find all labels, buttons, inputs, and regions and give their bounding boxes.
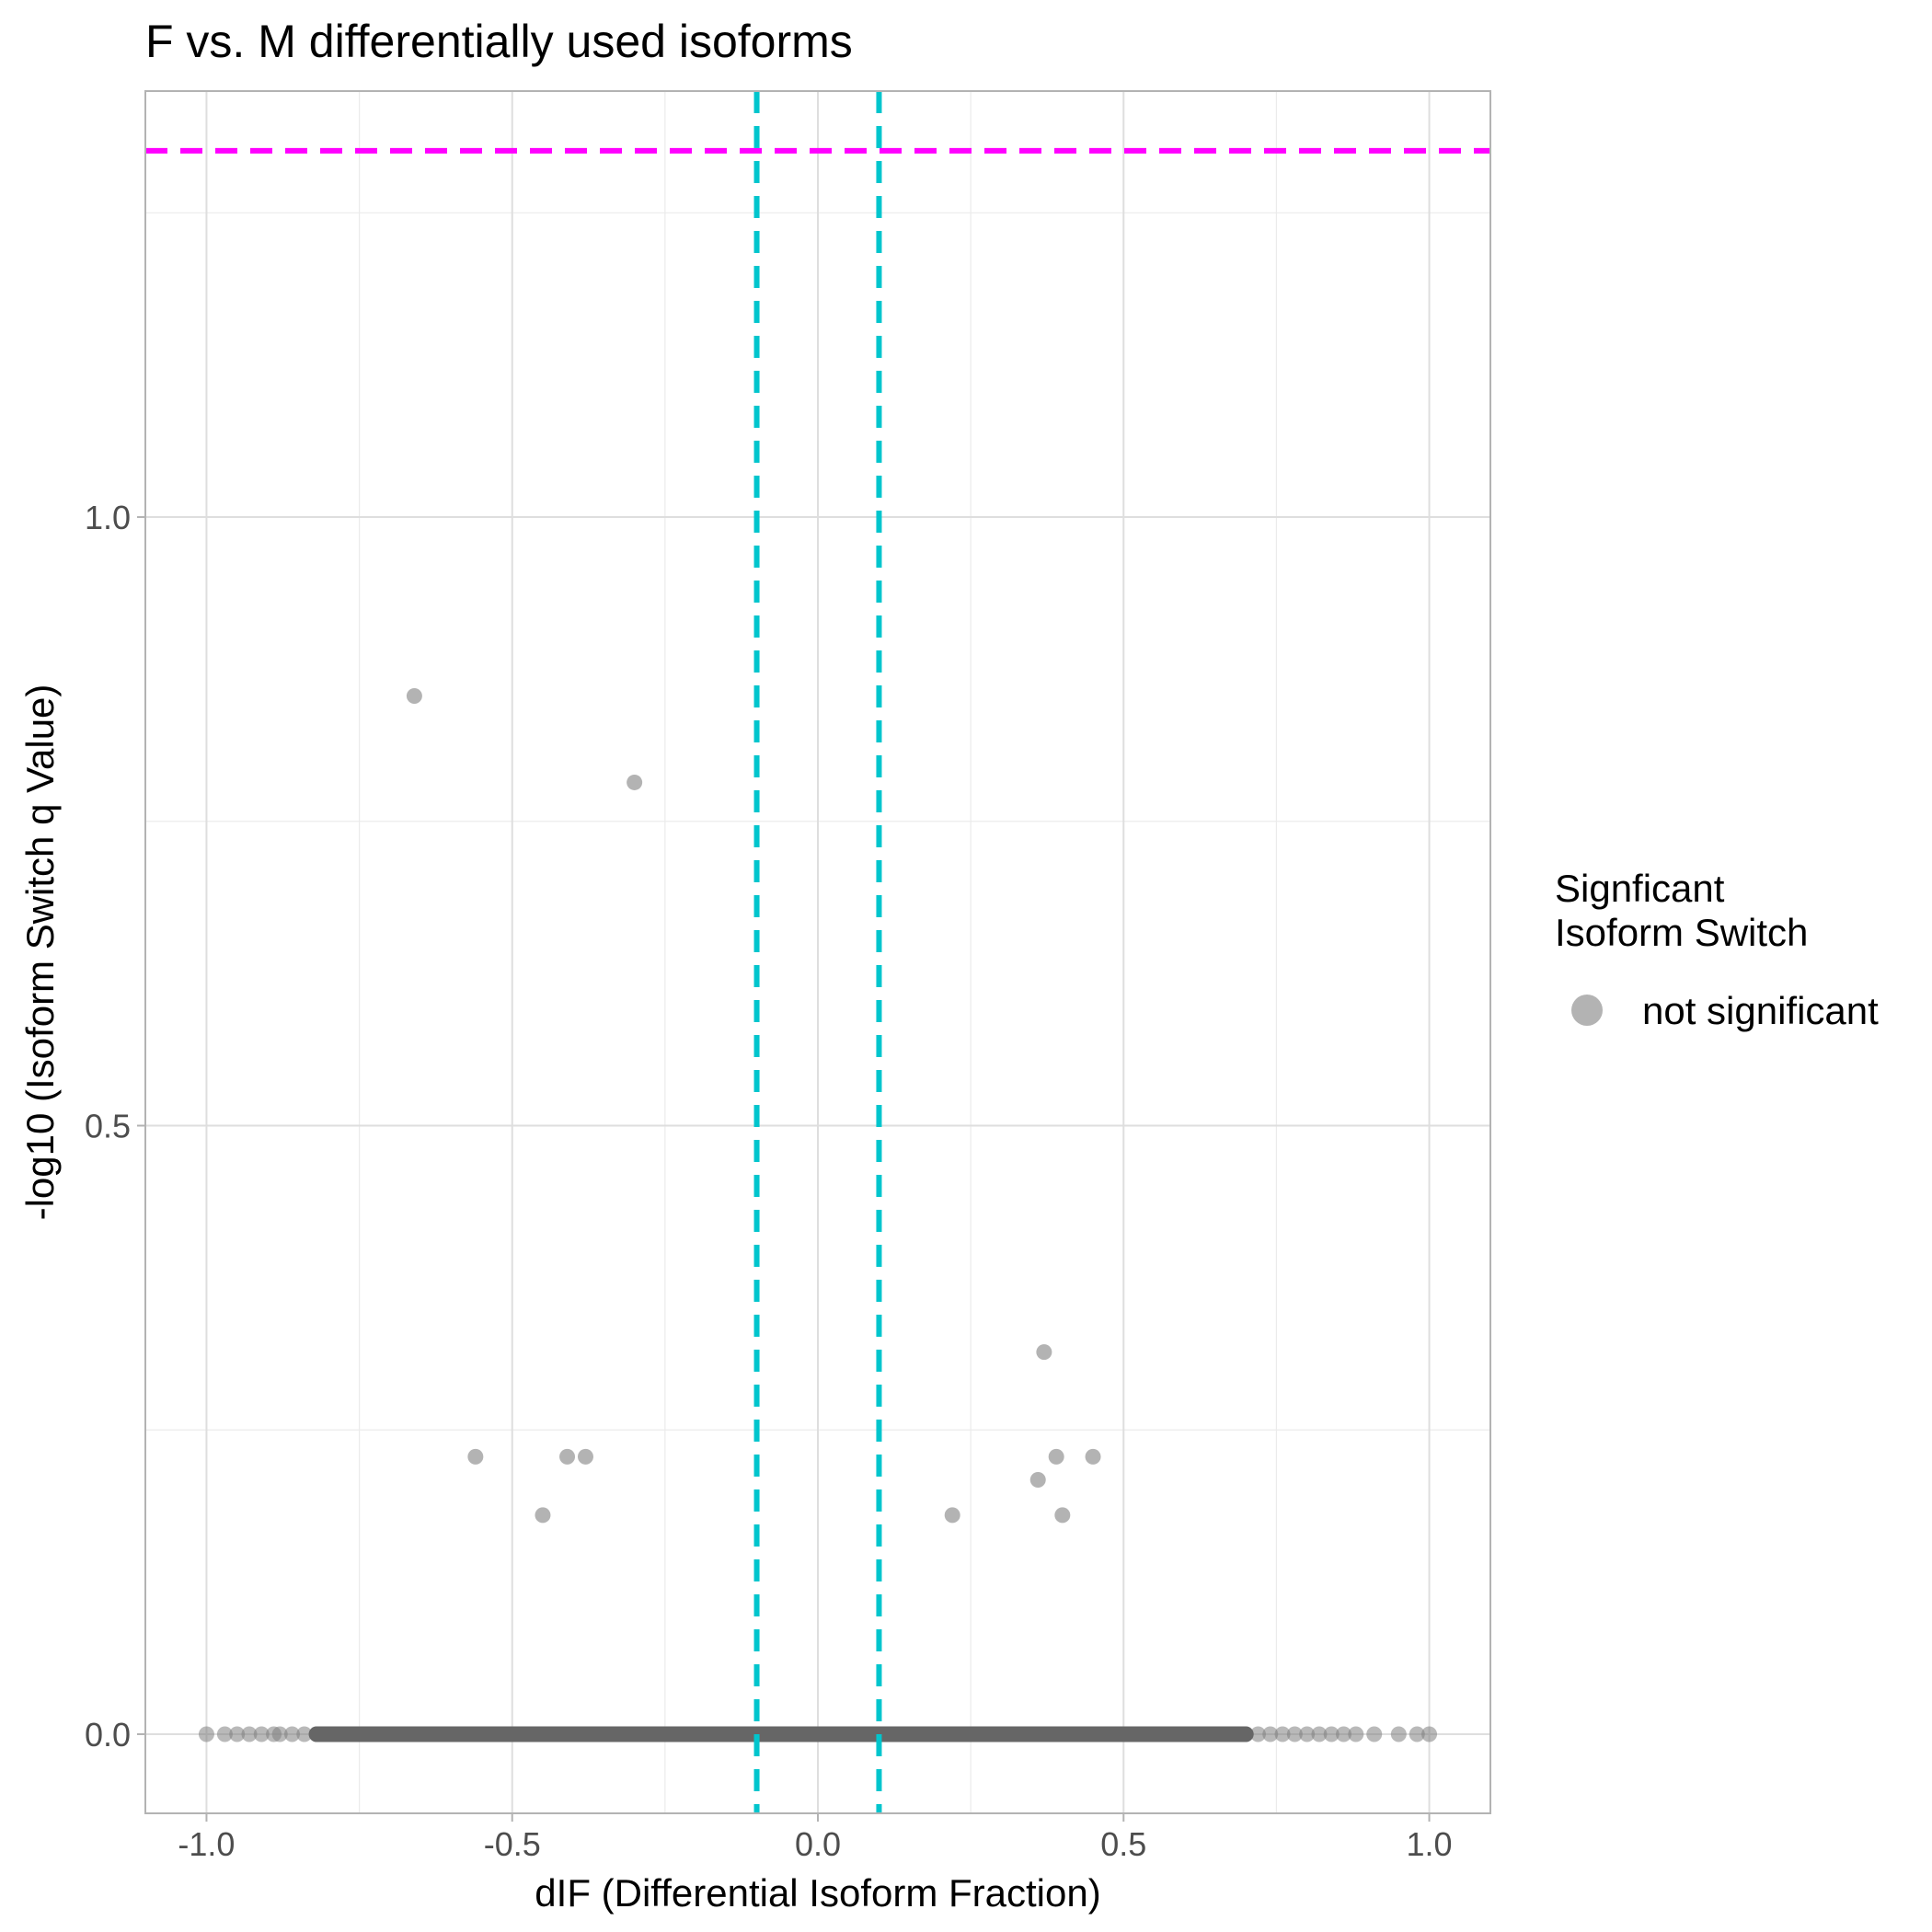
data-point [1054, 1507, 1071, 1524]
x-axis-ticks: -1.0 -0.5 0.0 0.5 1.0 [178, 1813, 1453, 1863]
data-point [467, 1448, 484, 1465]
baseline-point [1299, 1726, 1316, 1742]
x-tick-label: 0.5 [1100, 1825, 1146, 1863]
y-axis-title: -log10 (Isoform Switch q Value) [18, 684, 62, 1221]
data-point [535, 1507, 551, 1524]
baseline-point [296, 1726, 313, 1742]
data-point [577, 1448, 593, 1465]
baseline-point [229, 1726, 246, 1742]
legend: Signficant Isoform Switch not significan… [1555, 867, 1879, 1032]
baseline-point [198, 1726, 214, 1742]
data-point [1048, 1448, 1064, 1465]
data-point [1036, 1344, 1052, 1361]
data-point [406, 688, 422, 705]
legend-key-not-significant [1571, 995, 1603, 1026]
y-axis-ticks: 0.0 0.5 1.0 [85, 499, 145, 1754]
baseline-point [283, 1726, 300, 1742]
baseline-point [241, 1726, 258, 1742]
x-axis-title: dIF (Differential Isoform Fraction) [535, 1871, 1100, 1915]
baseline-point [1286, 1726, 1303, 1742]
x-tick-label: -1.0 [178, 1825, 235, 1863]
baseline-point [1409, 1726, 1425, 1742]
y-tick-label: 1.0 [85, 499, 131, 536]
baseline-point [1348, 1726, 1364, 1742]
chart-title: F vs. M differentially used isoforms [145, 16, 853, 67]
data-points [198, 688, 1438, 1742]
baseline-point [1249, 1726, 1266, 1742]
baseline-point [1366, 1726, 1383, 1742]
data-point [1029, 1472, 1046, 1489]
major-gridlines [145, 91, 1490, 1813]
data-point [627, 774, 643, 790]
baseline-point [1311, 1726, 1328, 1742]
baseline-point [1323, 1726, 1340, 1742]
data-point [944, 1507, 960, 1524]
x-tick-label: 1.0 [1407, 1825, 1453, 1863]
data-point [1085, 1448, 1101, 1465]
baseline-point [1421, 1726, 1438, 1742]
x-tick-label: -0.5 [484, 1825, 541, 1863]
baseline-point [253, 1726, 270, 1742]
data-point [559, 1448, 576, 1465]
baseline-point [216, 1726, 233, 1742]
baseline-point [271, 1726, 288, 1742]
legend-title-line-2: Isoform Switch [1555, 911, 1808, 954]
y-tick-label: 0.0 [85, 1716, 131, 1754]
baseline-point [1274, 1726, 1291, 1742]
y-tick-label: 0.5 [85, 1108, 131, 1145]
threshold-lines [145, 91, 1490, 1813]
baseline-point [1336, 1726, 1352, 1742]
baseline-point [1390, 1726, 1407, 1742]
baseline-point [1262, 1726, 1279, 1742]
x-tick-label: 0.0 [795, 1825, 841, 1863]
legend-title-line-1: Signficant [1555, 867, 1725, 910]
legend-label-not-significant: not significant [1642, 989, 1879, 1032]
